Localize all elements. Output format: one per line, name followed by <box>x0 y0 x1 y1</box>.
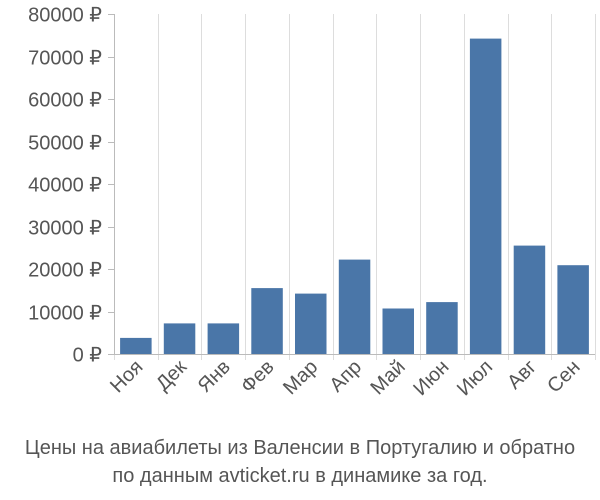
y-tick-label: 10000 ₽ <box>28 303 102 325</box>
chart-caption-line-1: Цены на авиабилеты из Валенсии в Португа… <box>24 437 576 459</box>
x-tick-label: Сен <box>543 356 584 397</box>
y-tick-label: 20000 ₽ <box>28 260 102 282</box>
x-tick-label: Апр <box>326 356 367 397</box>
y-tick-label: 0 ₽ <box>73 345 103 367</box>
x-axis-ticks: Ноя Дек Янв Фев Мар Апр Май Июн Июл Авг Сен <box>106 356 585 400</box>
bar-Дек <box>163 323 196 354</box>
y-tick-label: 50000 ₽ <box>28 133 102 155</box>
y-axis-ticks: 0 ₽ 10000 ₽ 20000 ₽ 30000 ₽ 40000 ₽ 50000 ₽ 60… <box>28 5 114 367</box>
x-tick-label: Фев <box>237 356 279 398</box>
bar-Ноя <box>120 337 152 354</box>
x-tick-label: Дек <box>152 356 191 395</box>
bar-Фев <box>251 288 283 354</box>
bar-Апр <box>338 259 371 354</box>
y-tick-label: 70000 ₽ <box>28 48 102 70</box>
x-tick-label: Янв <box>194 356 235 397</box>
x-tick-label: Ноя <box>106 356 147 397</box>
bar-Янв <box>207 323 240 354</box>
x-tick-label: Июл <box>453 356 497 400</box>
x-tick-label: Июн <box>409 356 453 400</box>
y-tick-label: 80000 ₽ <box>28 5 102 27</box>
y-tick-label: 30000 ₽ <box>28 218 102 240</box>
axes <box>108 14 595 355</box>
y-tick-label: 60000 ₽ <box>28 90 102 112</box>
grid-lines <box>114 14 596 360</box>
bar-Июн <box>426 302 458 354</box>
x-tick-label: Авг <box>503 356 541 394</box>
bars <box>120 38 589 354</box>
bar-Мар <box>295 293 327 354</box>
bar-chart: 0 ₽ 10000 ₽ 20000 ₽ 30000 ₽ 40000 ₽ 50000 ₽ 60… <box>28 5 596 400</box>
x-tick-label: Мар <box>279 356 322 399</box>
bar-Июл <box>469 38 502 354</box>
bar-Авг <box>513 245 546 354</box>
y-tick-label: 40000 ₽ <box>28 175 102 197</box>
chart-caption-line-2: по данным avticket.ru в динамике за год. <box>112 465 488 487</box>
bar-Сен <box>557 265 589 354</box>
x-tick-label: Май <box>366 356 409 399</box>
bar-Май <box>382 308 414 354</box>
